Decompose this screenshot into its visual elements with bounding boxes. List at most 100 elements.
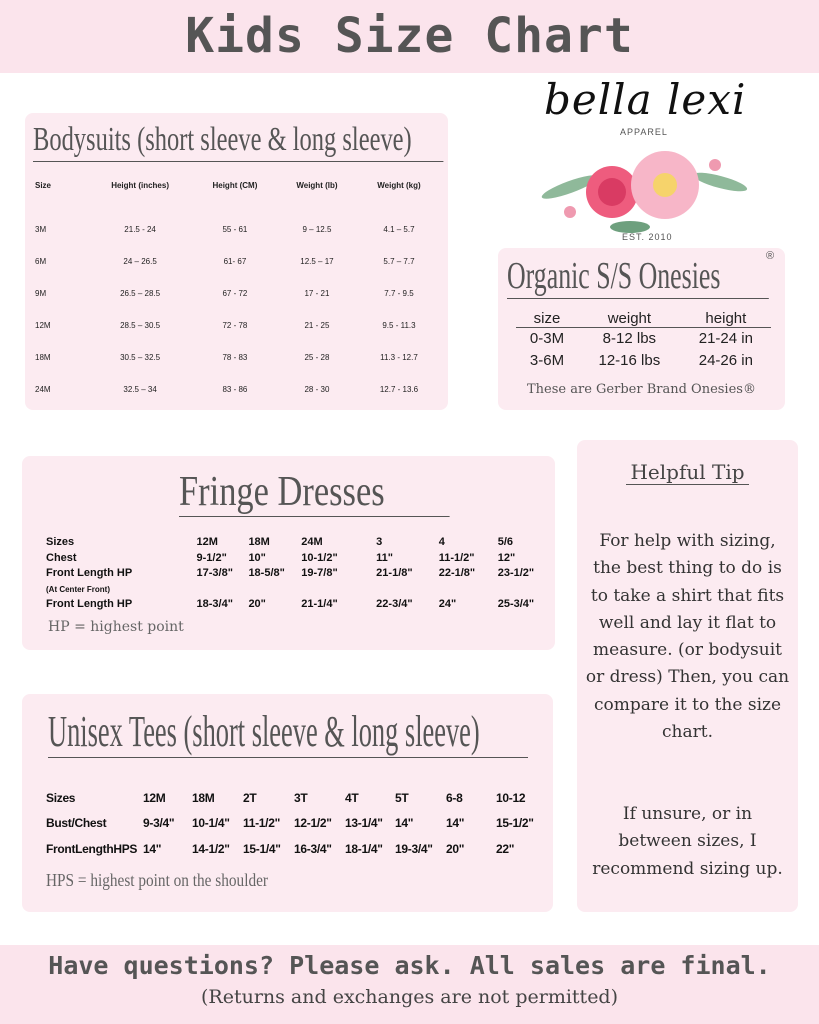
table-cell: 4: [438, 536, 445, 548]
table-row: Front Length HP 17-3/8" 18-5/8" 19-7/8" 21-1…: [46, 566, 555, 582]
table-row: 18M 30.5 – 32.5 78 - 83 25 - 28 11.3 - 12.7: [35, 341, 440, 373]
col-header: size: [533, 310, 561, 327]
table-cell: (At Center Front): [46, 584, 110, 594]
table-cell: 21-1/4": [301, 598, 338, 610]
table-cell: 2T: [243, 790, 257, 805]
tip-title: Helpful Tip: [577, 460, 798, 485]
table-cell: 18M: [35, 352, 51, 362]
table-cell: 11.3 - 12.7: [380, 352, 418, 362]
table-cell: [376, 582, 439, 598]
table-cell: 4T: [345, 790, 359, 805]
table-cell: 24M: [35, 384, 51, 394]
table-row: Sizes 12M 18M 2T 3T 4T 5T 6-8 10-12: [46, 785, 546, 811]
organic-note: These are Gerber Brand Onesies®: [527, 382, 756, 397]
table-cell: 14": [446, 816, 465, 831]
col-header: Height (CM): [212, 181, 258, 190]
logo-sub: APPAREL: [620, 127, 668, 137]
table-cell: 22-3/4": [376, 598, 413, 610]
fringe-card: Fringe Dresses Sizes 12M 18M 24M 3 4 5/6 Chest 9…: [22, 456, 555, 650]
table-cell: Chest: [46, 551, 77, 564]
table-cell: 72 - 78: [222, 320, 248, 330]
table-cell: Bust/Chest: [46, 816, 107, 831]
table-cell: 21.5 - 24: [124, 224, 156, 234]
table-cell: 12M: [196, 536, 218, 548]
table-cell: 30.5 – 32.5: [120, 352, 161, 362]
table-cell: 12M: [35, 320, 51, 330]
table-cell: 26.5 – 28.5: [120, 288, 161, 298]
tees-title: Unisex Tees (short sleeve & long sleeve): [48, 706, 528, 758]
table-cell: 32.5 – 34: [123, 384, 157, 394]
table-cell: 28 - 30: [304, 384, 330, 394]
tip-body-2: If unsure, or in between sizes, I recomm…: [592, 804, 783, 879]
tees-table: Sizes 12M 18M 2T 3T 4T 5T 6-8 10-12 Bust/Chest 9-3…: [46, 785, 546, 862]
table-cell: 12M: [143, 790, 166, 805]
organic-title: Organic S/S Onesies: [507, 254, 769, 299]
table-cell: 3T: [294, 790, 308, 805]
table-row: Front Length HP 18-3/4" 20" 21-1/4" 22-3/4" 2…: [46, 597, 555, 613]
table-cell: 5T: [395, 790, 409, 805]
table-cell: 14": [395, 816, 414, 831]
cell: 8-12 lbs: [578, 327, 681, 350]
table-cell: 18M: [192, 790, 215, 805]
table-row: 9M 26.5 – 28.5 67 - 72 17 - 21 7.7 - 9.5: [35, 277, 440, 309]
fringe-table: Sizes 12M 18M 24M 3 4 5/6 Chest 9-1/2" 10" 10-1/2"…: [46, 535, 555, 613]
col-header: height: [705, 310, 747, 327]
table-cell: Sizes: [46, 790, 76, 805]
table-row: FrontLengthHPS 14" 14-1/2" 15-1/4" 16-3/4" 18…: [46, 836, 546, 862]
table-cell: 17-3/8": [196, 567, 233, 579]
col-header: Height (inches): [111, 181, 169, 190]
table-row: Bust/Chest 9-3/4" 10-1/4" 11-1/2" 12-1/2" 13-…: [46, 811, 546, 837]
table-cell: 28.5 – 30.5: [120, 320, 161, 330]
table-cell: 67 - 72: [222, 288, 248, 298]
table-cell: 10-12: [496, 790, 526, 805]
table-cell: 10-1/2": [301, 551, 338, 564]
brand-logo: bella lexi APPAREL EST. 2010: [530, 75, 760, 245]
cell: 21-24 in: [680, 327, 771, 350]
table-cell: 18-3/4": [196, 598, 233, 610]
table-cell: 16-3/4": [294, 841, 332, 856]
table-cell: 21-1/8": [376, 567, 413, 579]
table-row: 12M 28.5 – 30.5 72 - 78 21 - 25 9.5 - 11.3: [35, 309, 440, 341]
footer-band: Have questions? Please ask. All sales ar…: [0, 945, 819, 1024]
tip-title-text: Helpful Tip: [626, 460, 749, 485]
table-cell: 23-1/2": [497, 567, 535, 579]
table-cell: 19-7/8": [301, 567, 338, 579]
flower-icon: [541, 151, 748, 233]
table-cell: 18-1/4": [345, 841, 383, 856]
table-cell: 5.7 – 7.7: [383, 256, 415, 266]
table-cell: 11": [376, 551, 394, 564]
col-header: weight: [607, 310, 652, 327]
organic-table: size weight height 0-3M 8-12 lbs 21-24 in 3-…: [516, 310, 771, 372]
table-cell: [197, 582, 249, 598]
registered-mark: ®: [766, 250, 775, 262]
table-cell: 9M: [35, 288, 47, 298]
cell: 0-3M: [516, 327, 578, 350]
table-cell: 20": [248, 598, 266, 610]
table-cell: 4.1 – 5.7: [383, 224, 415, 234]
table-cell: 55 - 61: [222, 224, 248, 234]
col-header: Weight (kg): [377, 181, 421, 190]
table-cell: 21 - 25: [304, 320, 330, 330]
logo-name: bella lexi: [544, 75, 747, 124]
table-cell: 78 - 83: [222, 352, 248, 362]
fringe-note: HP = highest point: [48, 619, 184, 635]
table-cell: 12-1/2": [294, 816, 332, 831]
table-cell: 9-3/4": [143, 816, 175, 831]
cell: 3-6M: [529, 352, 565, 369]
table-cell: 3: [376, 536, 383, 548]
table-row: 24M 32.5 – 34 83 - 86 28 - 30 12.7 - 13.6: [35, 373, 440, 405]
page-title: Kids Size Chart: [185, 8, 634, 64]
bodysuits-card: Bodysuits (short sleeve & long sleeve) S…: [25, 113, 448, 410]
bodysuits-title: Bodysuits (short sleeve & long sleeve): [33, 121, 444, 162]
table-cell: [439, 582, 498, 598]
table-cell: 11-1/2": [243, 816, 280, 831]
table-cell: 12.7 - 13.6: [379, 384, 419, 394]
table-cell: 61- 67: [223, 256, 247, 266]
logo-est: EST. 2010: [622, 232, 673, 242]
table-cell: 11-1/2": [438, 551, 475, 564]
table-cell: 5/6: [497, 536, 514, 548]
table-row: Chest 9-1/2" 10" 10-1/2" 11" 11-1/2" 12": [46, 551, 555, 567]
table-cell: 10-1/4": [192, 816, 230, 831]
col-header: Weight (lb): [296, 181, 338, 190]
table-cell: [248, 582, 301, 598]
